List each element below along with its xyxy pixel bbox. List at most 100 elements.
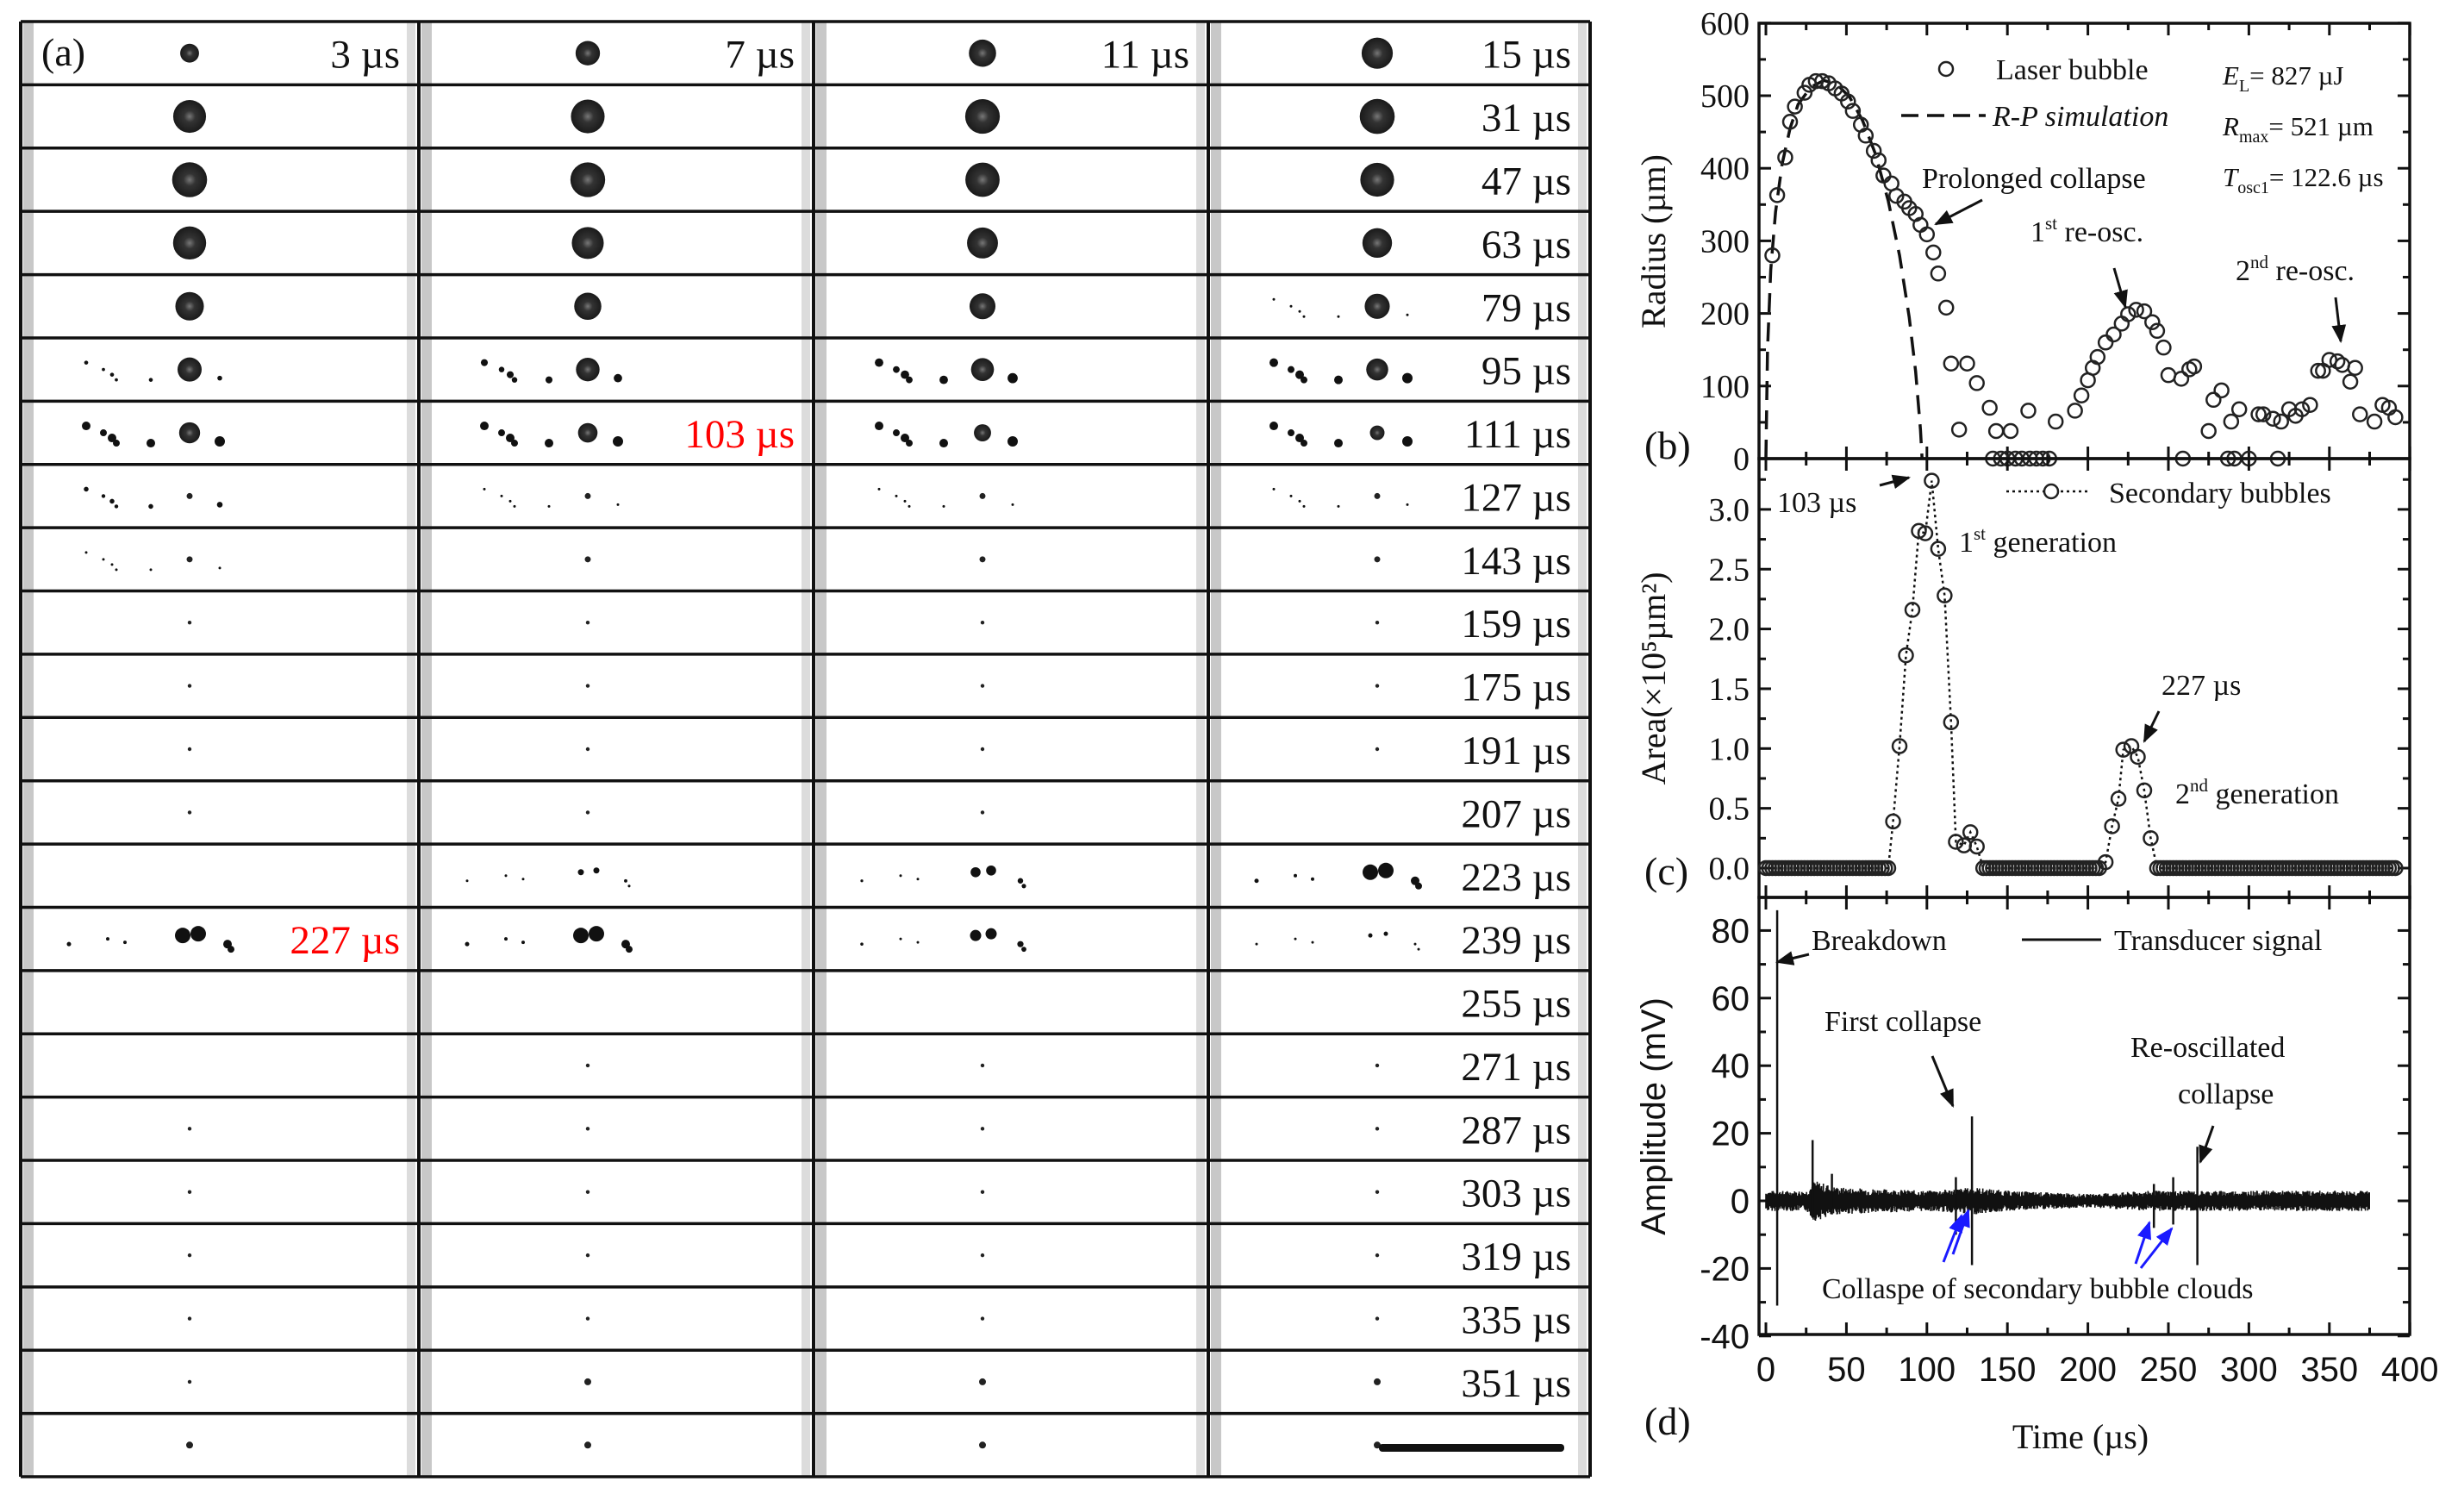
- laser-bubble-point: [2128, 302, 2144, 318]
- x-tick-label: 50: [1827, 1351, 1866, 1389]
- laser-bubble: [585, 621, 590, 625]
- secondary-bubble: [893, 366, 900, 373]
- secondary-bubble: [1269, 422, 1278, 431]
- frame-time-label: 335 µs: [1461, 1298, 1571, 1343]
- laser-bubble: [974, 424, 991, 441]
- frame-time-label: 15 µs: [1482, 33, 1571, 78]
- secondary-bubbles-point: [1898, 647, 1914, 664]
- blue-arrow: [2134, 1221, 2151, 1265]
- secondary-bubble: [1417, 947, 1420, 951]
- legend-circle-marker: [1937, 60, 1955, 78]
- film-strip-edge: [802, 22, 810, 1477]
- bubble-frame: [980, 1253, 985, 1258]
- secondary-bubbles-point: [1968, 838, 1985, 855]
- laser-bubble-point: [2255, 406, 2272, 422]
- laser-bubble-point: [2120, 306, 2137, 322]
- secondary-bubble: [916, 878, 920, 881]
- bubble-frame: [1374, 1441, 1381, 1449]
- bubble-frame: [965, 162, 1000, 197]
- secondary-bubble: [66, 941, 72, 947]
- laser-bubble: [980, 1316, 985, 1321]
- secondary-bubble: [1378, 862, 1394, 878]
- bubble-frame: [1375, 1127, 1380, 1131]
- bubble-frame: [571, 99, 605, 134]
- y-tick-label: 600: [1700, 6, 1750, 42]
- laser-bubble-point: [2160, 366, 2177, 384]
- panel-label-b: (b): [1644, 423, 1691, 467]
- frame-time-label: 159 µs: [1461, 602, 1571, 647]
- laser-bubble-point: [2213, 382, 2230, 399]
- secondary-bubble: [901, 434, 909, 443]
- laser-bubble: [180, 43, 199, 63]
- laser-bubble: [178, 357, 202, 382]
- laser-bubble-point: [1844, 103, 1862, 119]
- laser-bubble: [1362, 228, 1393, 259]
- laser-bubble: [1375, 747, 1380, 752]
- secondary-bubbles-point: [1930, 541, 1947, 557]
- secondary-bubble: [1295, 370, 1304, 379]
- laser-bubble: [585, 1316, 590, 1321]
- bubble-frame: [480, 357, 622, 384]
- bubble-frame: [180, 43, 199, 63]
- secondary-bubble: [893, 429, 900, 437]
- frame-time-label: 3 µs: [330, 33, 400, 78]
- laser-bubble-point: [1781, 114, 1799, 130]
- secondary-bubble: [102, 558, 105, 561]
- secondary-bubble: [939, 375, 948, 384]
- secondary-bubble: [1406, 313, 1409, 316]
- x-tick-label: 300: [2220, 1351, 2278, 1389]
- t227-label: 227 µs: [2161, 670, 2241, 702]
- laser-bubble: [172, 162, 208, 197]
- y-tick-label: 80: [1712, 912, 1750, 950]
- laser-bubble: [585, 1127, 590, 1131]
- c-y-axis-title: Area(×10⁵µm²): [1634, 572, 1673, 784]
- laser-bubble-point: [2342, 373, 2359, 390]
- secondary-bubble: [1021, 884, 1026, 889]
- prolonged-collapse-label: Prolonged collapse: [1922, 163, 2146, 195]
- y-tick-label: 1.5: [1709, 672, 1750, 708]
- x-tick-label: 350: [2300, 1351, 2358, 1389]
- y-tick-label: 100: [1700, 369, 1750, 405]
- y-tick-label: 200: [1700, 297, 1750, 333]
- bubble-frame: [66, 926, 234, 953]
- c-legend: Secondary bubbles: [2006, 478, 2331, 509]
- y-tick-label: 1.0: [1709, 731, 1750, 767]
- laser-bubble: [187, 1127, 192, 1131]
- secondary-bubbles-point: [2104, 818, 2120, 834]
- bubble-frame: [1375, 1190, 1380, 1194]
- laser-bubble-point: [2002, 422, 2019, 440]
- secondary-bubble: [1272, 487, 1276, 491]
- secondary-bubble: [504, 937, 508, 941]
- b-legend: Laser bubble R-P simulation: [1901, 54, 2168, 133]
- bubble-frame: [980, 1190, 985, 1194]
- laser-bubble: [970, 358, 995, 381]
- secondary-bubble: [1017, 941, 1024, 947]
- secondary-bubble: [1289, 494, 1293, 497]
- laser-bubble: [1375, 621, 1380, 625]
- breakdown-arrow: [1775, 951, 1810, 966]
- bubble-frame: [1374, 556, 1381, 563]
- secondary-bubble: [985, 928, 997, 940]
- secondary-bubble: [465, 941, 470, 947]
- bubble-frame: [1375, 1316, 1380, 1321]
- laser-bubble: [969, 293, 996, 320]
- bubble-frame: [980, 621, 985, 625]
- secondary-bubble: [109, 498, 115, 504]
- bubble-frame: [584, 1441, 591, 1449]
- bubble-frame: [84, 486, 223, 509]
- x-tick-label: 0: [1756, 1351, 1775, 1389]
- y-tick-label: 2.5: [1709, 552, 1750, 588]
- laser-bubble-point: [2223, 413, 2240, 430]
- laser-bubble: [965, 162, 1000, 197]
- y-tick-label: 3.0: [1709, 492, 1750, 528]
- secondary-bubble: [1269, 358, 1278, 367]
- secondary-bubble: [1301, 440, 1307, 447]
- bubble-frame: [187, 684, 192, 688]
- y-tick-label: 2.0: [1709, 612, 1750, 648]
- laser-bubble: [979, 1441, 986, 1449]
- secondary-bubbles-point: [2387, 859, 2404, 877]
- bubble-frame: [585, 1190, 590, 1194]
- y-tick-label: 60: [1712, 980, 1750, 1018]
- laser-bubble: [584, 492, 591, 499]
